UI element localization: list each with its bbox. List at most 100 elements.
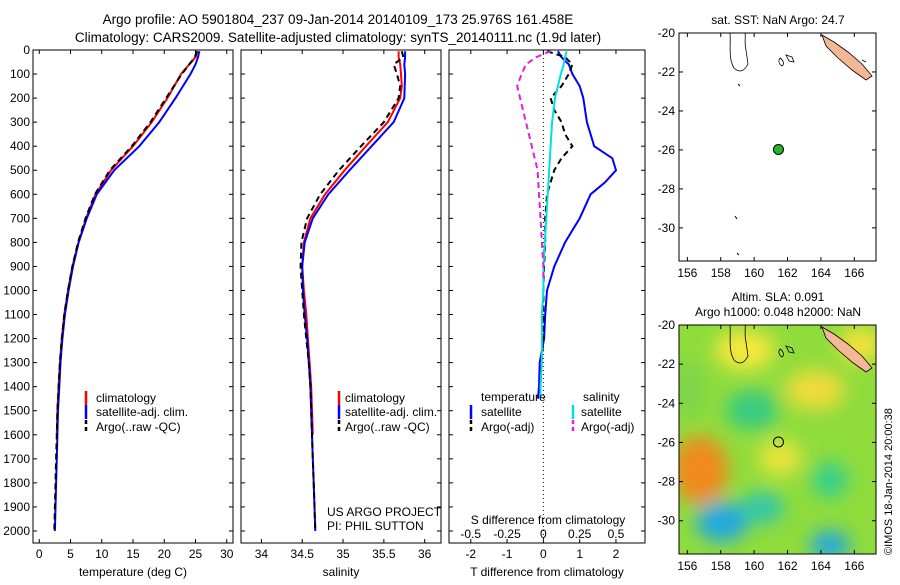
depth-tick-label: 400 [10,139,30,153]
sst-map-panel: sat. SST: NaN Argo: 24.7 156 158 160 162 164… [658,13,877,280]
legend-label-t-argo: Argo(-adj) [481,420,534,434]
lat-tick-label: -20 [658,26,676,40]
x-tick-label: 34.5 [291,547,315,561]
legend-label-argo: Argo(..raw -QC) [96,420,181,434]
temperature-legend: climatology satellite-adj. clim. Argo(..… [84,391,188,434]
salinity-x-axis: 34 34.5 35 35.5 36 [255,50,432,561]
lon-tick-label: 160 [744,559,764,573]
sst-map-title: sat. SST: NaN Argo: 24.7 [711,13,845,27]
legend-label-argo: Argo(..raw -QC) [345,420,430,434]
depth-tick-label: 800 [10,235,30,249]
s-difference-tick-labels: -0.5 -0.25 0 0.25 0.5 [460,527,624,541]
series-line-1 [53,50,201,532]
salinity-lines [299,50,407,532]
legend-label-s-satellite: satellite [581,405,622,419]
temperature-panel: 0100200300400500600700800900100011001200… [3,43,233,579]
lat-tick-label: -20 [658,318,676,332]
temperature-lines [53,50,201,532]
series-line-0 [536,50,618,399]
sla-map-title-line2: Argo h1000: 0.048 h2000: NaN [695,305,861,319]
s-tick-label: 0.5 [608,527,625,541]
depth-tick-label: 900 [10,259,30,273]
series-line-2 [539,50,568,399]
x-tick-label: 20 [158,547,172,561]
s-difference-label: S difference from climatology [471,513,626,527]
salinity-legend: climatology satellite-adj. clim. Argo(..… [337,391,437,434]
temperature-x-axis: 0 5 10 15 20 25 30 [36,50,234,561]
x-tick-label: 35.5 [372,547,396,561]
argo-float-marker [772,436,784,448]
sla-map-title-line1: Altim. SLA: 0.091 [732,290,825,304]
legend-label-climatology: climatology [96,391,156,405]
depth-tick-label: 1200 [3,332,30,346]
x-tick-label: 5 [67,547,74,561]
imos-watermark: ©IMOS 18-Jan-2014 20:00:38 [883,408,895,555]
depth-tick-label: 1700 [3,452,30,466]
lat-tick-label: -22 [658,357,676,371]
coastline [729,32,873,256]
lon-tick-label: 158 [711,559,731,573]
x-tick-label: 36 [418,547,432,561]
figure-title-line1: Argo profile: AO 5901804_237 09-Jan-2014… [103,12,574,27]
depth-tick-label: 1500 [3,404,30,418]
depth-tick-label: 500 [10,163,30,177]
lat-tick-label: -30 [658,514,676,528]
series-line-2 [299,50,405,532]
temperature-plot-frame [32,49,234,544]
x-tick-label: 15 [126,547,140,561]
salinity-panel: 34 34.5 35 35.5 36 salinity climatology sate… [240,49,442,579]
legend-label-climatology: climatology [345,391,405,405]
depth-tick-label: 1800 [3,476,30,490]
series-line-1 [301,51,407,532]
series-line-2 [53,50,198,532]
lon-tick-label: 164 [811,266,831,280]
depth-tick-label: 1900 [3,500,30,514]
x-tick-label: 1 [576,547,583,561]
lat-tick-label: -28 [658,475,676,489]
lon-tick-label: 162 [778,559,798,573]
legend-label-s-argo: Argo(-adj) [581,420,634,434]
lat-tick-label: -24 [658,396,676,410]
legend-title-temperature: temperature [481,390,546,404]
difference-x-label: T difference from climatology [470,565,624,579]
depth-tick-label: 1600 [3,428,30,442]
legend-label-satellite: satellite-adj. clim. [345,405,437,419]
depth-tick-label: 100 [10,67,30,81]
lon-tick-label: 156 [677,266,697,280]
sst-map-axes: 156 158 160 162 164 166 -20 -22 -24 -26 -28 -30 [658,26,876,280]
legend-title-salinity: salinity [583,390,620,404]
depth-tick-label: 2000 [3,524,30,538]
difference-panel: -2 -1 0 1 2 T difference from climatology S … [448,49,646,579]
temperature-depth-axis: 0 100 200 300 400 500 600 700 800 900 1000 1100 1200… [3,43,233,538]
lat-tick-label: -26 [658,435,676,449]
s-tick-label: 0.25 [568,527,592,541]
series-line-0 [301,51,403,435]
depth-tick-label: 0 [23,43,30,57]
lon-tick-label: 158 [711,266,731,280]
lat-tick-label: -30 [658,221,676,235]
project-credit: US ARGO PROJECT [327,505,442,519]
lon-tick-label: 164 [811,559,831,573]
pi-credit: PI: PHIL SUTTON [327,519,424,533]
lon-tick-label: 166 [844,266,864,280]
depth-tick-label: 300 [10,115,30,129]
depth-tick-label: 1400 [3,380,30,394]
s-tick-label: 0 [540,527,547,541]
x-tick-label: 2 [613,547,620,561]
s-tick-label: -0.25 [493,527,521,541]
lat-tick-label: -26 [658,143,676,157]
difference-legend: temperature salinity satellite Argo(-adj… [469,390,634,434]
depth-tick-label: 600 [10,187,30,201]
x-tick-label: 25 [189,547,203,561]
lon-tick-label: 162 [778,266,798,280]
figure-title-line2: Climatology: CARS2009. Satellite-adjuste… [75,30,601,45]
salinity-depth-ticks [241,49,441,532]
x-tick-label: 0 [36,547,43,561]
salinity-plot-frame [240,49,442,544]
x-tick-label: 10 [95,547,109,561]
depth-tick-label: 1300 [3,356,30,370]
lon-tick-label: 156 [677,559,697,573]
lat-tick-label: -22 [658,65,676,79]
depth-tick-label: 700 [10,211,30,225]
